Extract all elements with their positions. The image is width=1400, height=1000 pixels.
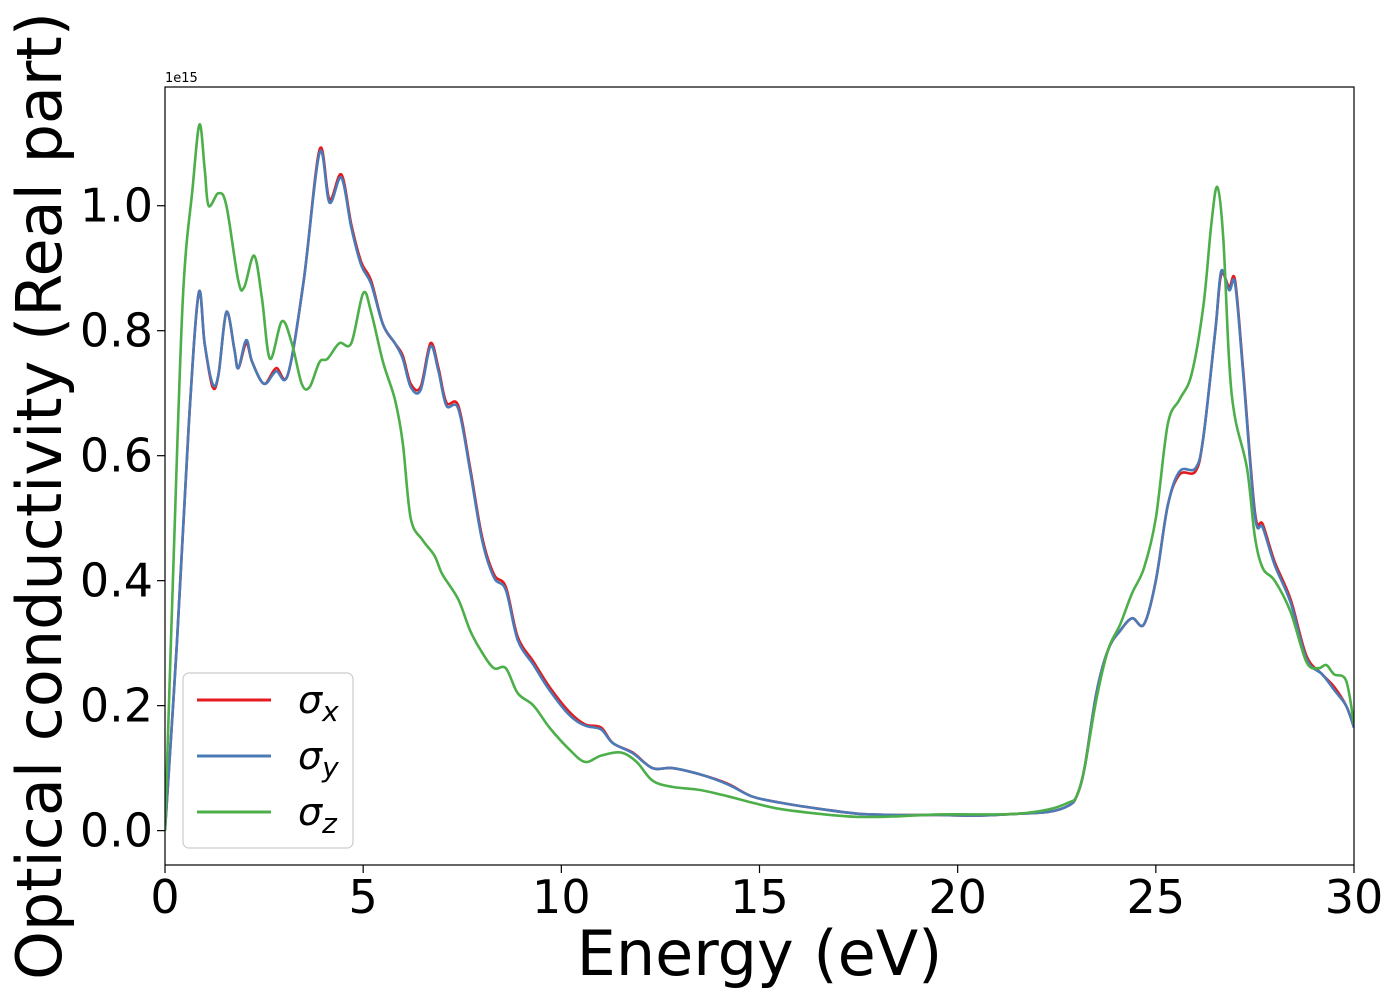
x-axis-title: Energy (eV): [577, 917, 943, 990]
y-axis-title: Optical conductivity (Real part): [3, 12, 76, 980]
x-tick-label: 20: [928, 870, 987, 924]
y-offset-label: 1e15: [165, 71, 198, 86]
series-line-sigma-y: [165, 149, 1354, 831]
x-tick-label: 15: [730, 870, 789, 924]
x-tick-label: 0: [150, 870, 179, 924]
series-line-sigma-z: [165, 123, 1354, 831]
y-tick-label: 0.0: [80, 804, 153, 858]
x-tick-label: 30: [1325, 870, 1384, 924]
x-axis-ticks: 0 5 10 15 20 25 30: [150, 865, 1383, 924]
y-tick-label: 0.8: [80, 304, 153, 358]
y-tick-label: 0.2: [80, 679, 153, 733]
x-tick-label: 10: [532, 870, 591, 924]
series-layer: [165, 123, 1354, 831]
legend-label-sigma-x: σx: [298, 678, 339, 728]
y-axis-ticks: 0.0 0.2 0.4 0.6 0.8 1.0: [80, 179, 165, 858]
y-tick-label: 0.6: [80, 429, 153, 483]
y-tick-label: 1.0: [80, 179, 153, 233]
y-tick-label: 0.4: [80, 554, 153, 608]
x-tick-label: 25: [1127, 870, 1186, 924]
x-tick-label: 5: [349, 870, 378, 924]
legend-box: [182, 672, 354, 849]
